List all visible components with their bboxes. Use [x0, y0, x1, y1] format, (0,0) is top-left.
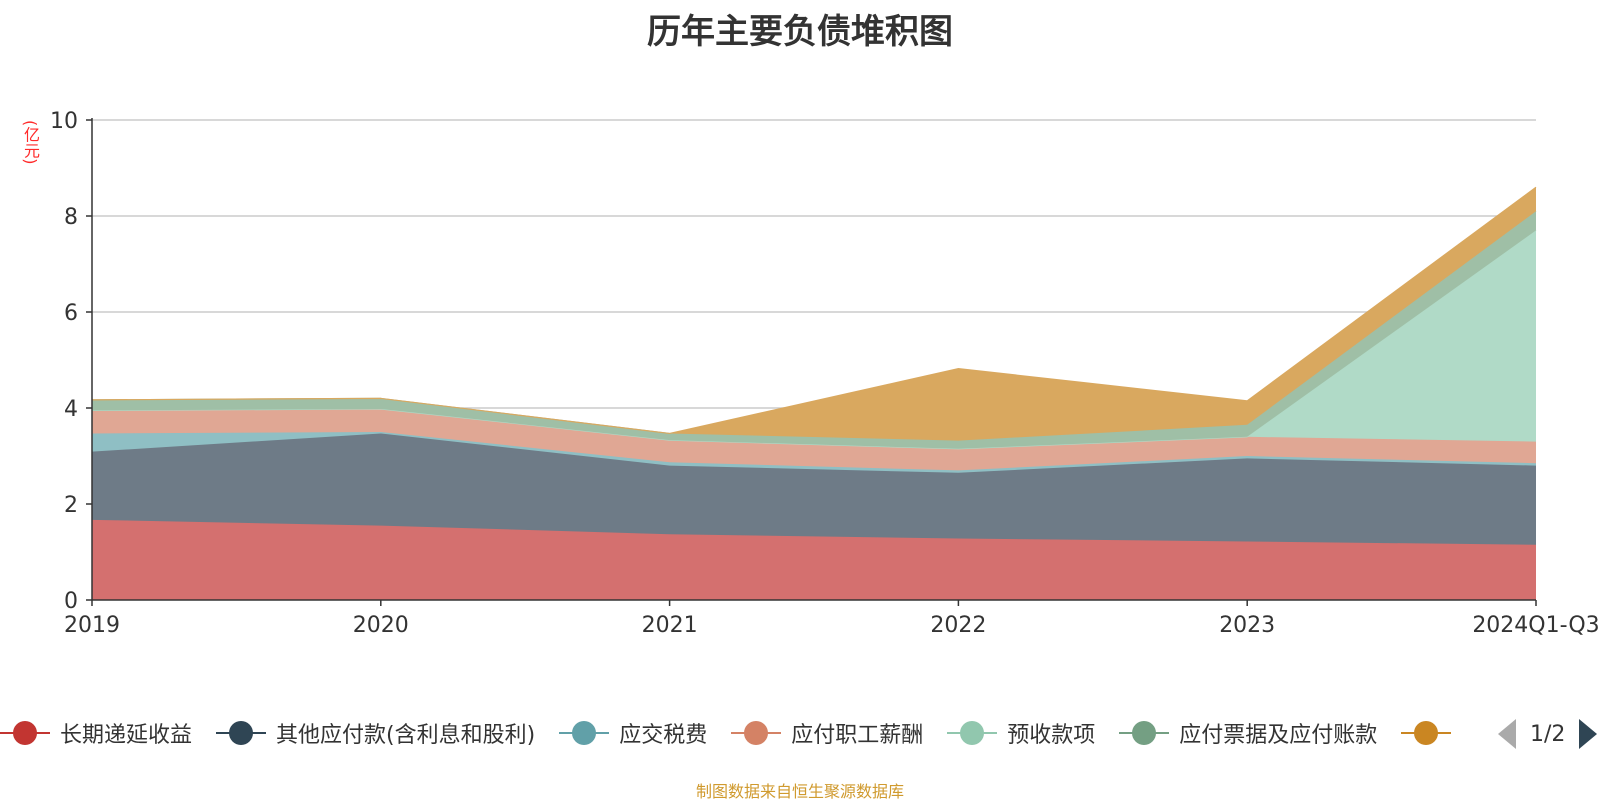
legend-item[interactable]: 应付职工薪酬 — [731, 717, 923, 749]
y-axis-unit-label: (亿元) — [21, 120, 40, 165]
legend-item[interactable]: 长期递延收益 — [0, 717, 192, 749]
legend-item[interactable]: 应交税费 — [559, 717, 707, 749]
area-series-5 — [92, 230, 1536, 449]
legend-marker-icon — [0, 721, 50, 745]
area-series-3 — [92, 432, 1536, 473]
x-tick-label: 2022 — [930, 613, 986, 638]
x-tick-label: 2024Q1-Q3 — [1472, 613, 1599, 638]
legend-item[interactable] — [1401, 721, 1461, 745]
plot-area: 0 2 4 6 8 10 2019 2020 2021 2022 2023 2024Q1-Q3 — [50, 109, 1600, 638]
y-tick-label: 8 — [64, 205, 78, 230]
y-tick-label: 2 — [64, 493, 78, 518]
legend-next-page-icon[interactable] — [1579, 719, 1598, 749]
y-tick-label: 4 — [64, 397, 78, 422]
legend-item[interactable]: 其他应付款(含利息和股利) — [216, 717, 535, 749]
legend-label: 应交税费 — [619, 723, 708, 748]
y-tick-label: 6 — [64, 301, 78, 326]
series-line-5 — [91, 229, 1537, 450]
legend-marker-icon — [1401, 721, 1452, 745]
legend-marker-icon — [947, 721, 998, 745]
area-series-2 — [92, 433, 1536, 545]
y-tick-label: 0 — [64, 589, 78, 614]
legend-marker-icon — [559, 721, 610, 745]
x-tick-label: 2023 — [1219, 613, 1275, 638]
legend-marker-icon — [731, 721, 782, 745]
legend-label: 长期递延收益 — [60, 723, 193, 748]
legend-page-indicator: 1/2 — [1530, 721, 1566, 747]
legend-label: 其他应付款(含利息和股利) — [276, 723, 536, 748]
legend-label: 应付职工薪酬 — [791, 723, 924, 748]
x-tick-label: 2021 — [642, 613, 698, 638]
legend-marker-icon — [1119, 721, 1170, 745]
y-tick-label: 10 — [50, 109, 78, 134]
chart-title: 历年主要负债堆积图 — [647, 12, 953, 52]
data-source-note: 制图数据来自恒生聚源数据库 — [695, 782, 904, 801]
x-tick-label: 2020 — [353, 613, 409, 638]
axis-layer: 0 2 4 6 8 10 2019 2020 2021 2022 2023 2024Q1-Q3 — [50, 109, 1600, 638]
series-line-2 — [91, 432, 1537, 474]
legend-label: 预收款项 — [1007, 723, 1096, 748]
area-series-4 — [92, 408, 1536, 471]
legend-item[interactable]: 应付票据及应付账款 — [1119, 717, 1377, 749]
legend-marker-icon — [216, 721, 267, 745]
legend-label: 应付票据及应付账款 — [1179, 723, 1378, 748]
legend: 长期递延收益 其他应付款(含利息和股利) 应交税费 应付职工薪酬 预收款项 应付票据及应付… — [0, 713, 1490, 753]
area-layer — [91, 186, 1537, 600]
legend-pager: 1/2 — [1498, 716, 1600, 752]
legend-prev-page-icon[interactable] — [1498, 719, 1516, 749]
area-series-1 — [92, 519, 1536, 600]
x-tick-label: 2019 — [64, 613, 120, 638]
legend-item[interactable]: 预收款项 — [947, 717, 1095, 749]
series-line-7 — [91, 186, 1537, 435]
